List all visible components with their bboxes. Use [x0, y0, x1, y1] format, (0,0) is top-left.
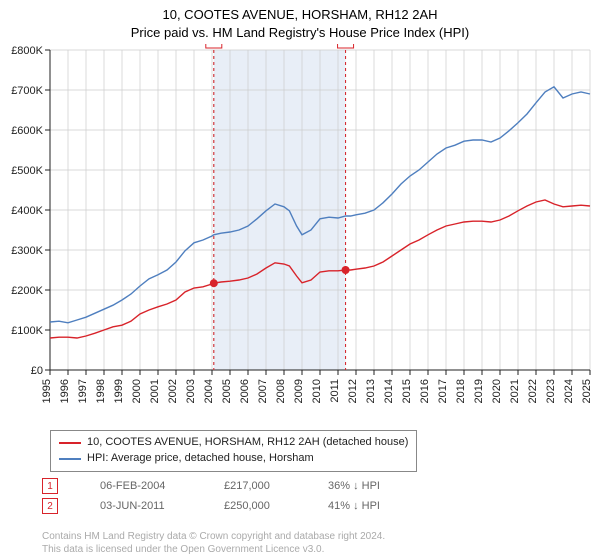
transaction-row: 1 06-FEB-2004 £217,000 36% ↓ HPI — [42, 476, 408, 496]
svg-text:£800K: £800K — [11, 45, 43, 57]
chart-area: 1995 1996 1997 1998 1999 2000 2001 2002 2003 2004… — [0, 44, 600, 424]
svg-text:2001: 2001 — [149, 379, 161, 403]
chart-subtitle: Price paid vs. HM Land Registry's House … — [0, 24, 600, 42]
transaction-marker-box: 2 — [42, 498, 58, 514]
svg-text:£200K: £200K — [11, 285, 43, 297]
svg-text:2014: 2014 — [383, 379, 395, 403]
transaction-marker-box: 1 — [42, 478, 58, 494]
transaction-date: 06-FEB-2004 — [100, 480, 200, 492]
chart-title: 10, COOTES AVENUE, HORSHAM, RH12 2AH — [0, 0, 600, 24]
svg-text:2017: 2017 — [437, 379, 449, 403]
svg-text:2021: 2021 — [509, 379, 521, 403]
svg-text:2012: 2012 — [347, 379, 359, 403]
svg-text:2019: 2019 — [473, 379, 485, 403]
svg-text:2004: 2004 — [203, 379, 215, 403]
svg-text:2000: 2000 — [131, 379, 143, 403]
svg-text:2005: 2005 — [221, 379, 233, 403]
attribution-line2: This data is licensed under the Open Gov… — [42, 543, 385, 556]
svg-text:2015: 2015 — [401, 379, 413, 403]
svg-text:1: 1 — [211, 44, 217, 47]
svg-text:£700K: £700K — [11, 85, 43, 97]
svg-text:1998: 1998 — [95, 379, 107, 403]
svg-text:2010: 2010 — [311, 379, 323, 403]
svg-text:2007: 2007 — [257, 379, 269, 403]
svg-text:1999: 1999 — [113, 379, 125, 403]
legend-row-hpi: HPI: Average price, detached house, Hors… — [59, 451, 408, 467]
svg-text:2003: 2003 — [185, 379, 197, 403]
svg-text:2023: 2023 — [545, 379, 557, 403]
svg-text:2009: 2009 — [293, 379, 305, 403]
legend-box: 10, COOTES AVENUE, HORSHAM, RH12 2AH (de… — [50, 430, 417, 472]
svg-text:2020: 2020 — [491, 379, 503, 403]
transaction-price: £250,000 — [224, 500, 304, 512]
transaction-row: 2 03-JUN-2011 £250,000 41% ↓ HPI — [42, 496, 408, 516]
svg-text:2025: 2025 — [581, 379, 593, 403]
transactions-table: 1 06-FEB-2004 £217,000 36% ↓ HPI 2 03-JU… — [42, 476, 408, 516]
svg-text:2013: 2013 — [365, 379, 377, 403]
svg-text:£600K: £600K — [11, 125, 43, 137]
transaction-delta: 36% ↓ HPI — [328, 480, 408, 492]
svg-text:2: 2 — [343, 44, 349, 47]
svg-text:2008: 2008 — [275, 379, 287, 403]
svg-text:2016: 2016 — [419, 379, 431, 403]
svg-text:2024: 2024 — [563, 379, 575, 403]
svg-text:1995: 1995 — [41, 379, 53, 403]
legend-label-property: 10, COOTES AVENUE, HORSHAM, RH12 2AH (de… — [87, 435, 408, 451]
svg-text:2022: 2022 — [527, 379, 539, 403]
transaction-date: 03-JUN-2011 — [100, 500, 200, 512]
legend-label-hpi: HPI: Average price, detached house, Hors… — [87, 451, 314, 467]
svg-text:£300K: £300K — [11, 245, 43, 257]
legend-swatch-hpi — [59, 458, 81, 460]
svg-text:1997: 1997 — [77, 379, 89, 403]
svg-text:2018: 2018 — [455, 379, 467, 403]
line-chart-svg: 1995 1996 1997 1998 1999 2000 2001 2002 2003 2004… — [0, 44, 600, 424]
svg-text:£400K: £400K — [11, 205, 43, 217]
transaction-price: £217,000 — [224, 480, 304, 492]
attribution-text: Contains HM Land Registry data © Crown c… — [42, 530, 385, 556]
svg-text:2006: 2006 — [239, 379, 251, 403]
legend-row-property: 10, COOTES AVENUE, HORSHAM, RH12 2AH (de… — [59, 435, 408, 451]
svg-text:2011: 2011 — [329, 379, 341, 403]
svg-text:1996: 1996 — [59, 379, 71, 403]
svg-text:£100K: £100K — [11, 325, 43, 337]
svg-text:£500K: £500K — [11, 165, 43, 177]
attribution-line1: Contains HM Land Registry data © Crown c… — [42, 530, 385, 543]
legend-swatch-property — [59, 442, 81, 444]
svg-text:£0: £0 — [31, 365, 43, 377]
transaction-delta: 41% ↓ HPI — [328, 500, 408, 512]
svg-text:2002: 2002 — [167, 379, 179, 403]
chart-container: 10, COOTES AVENUE, HORSHAM, RH12 2AH Pri… — [0, 0, 600, 560]
